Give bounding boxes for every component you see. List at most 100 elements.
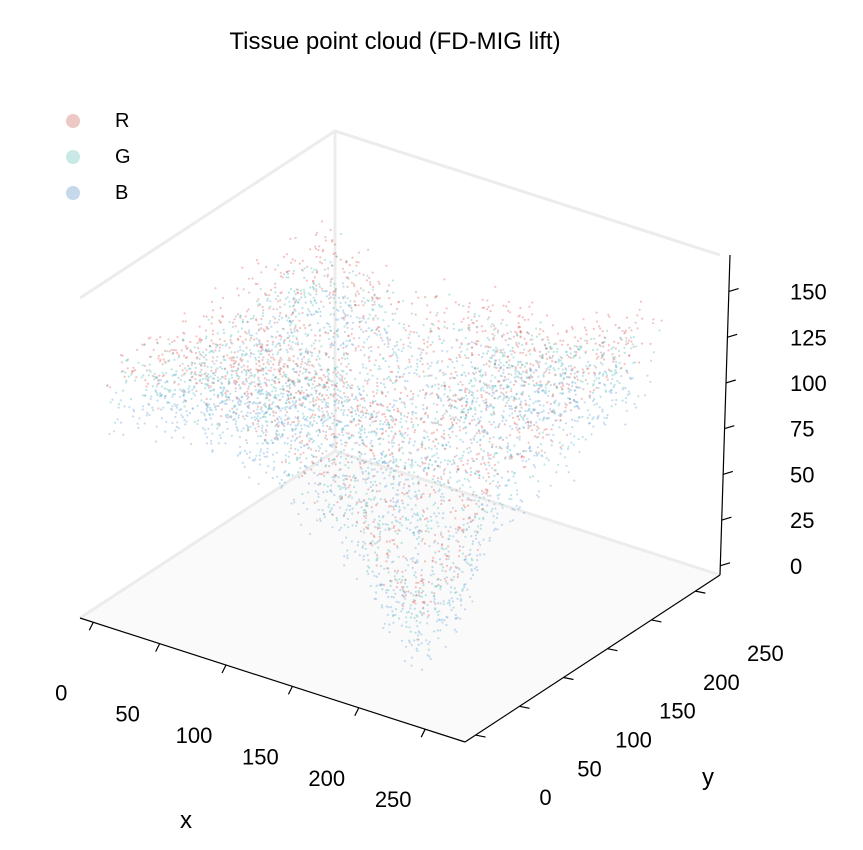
point-r — [426, 362, 429, 365]
point-b — [419, 417, 422, 420]
point-r — [503, 375, 506, 379]
point-b — [351, 321, 355, 324]
point-r — [371, 303, 374, 307]
point-b — [491, 467, 494, 470]
point-b — [400, 524, 403, 527]
point-g — [277, 394, 280, 397]
point-r — [239, 335, 242, 338]
point-b — [184, 390, 187, 394]
point-g — [471, 385, 474, 388]
point-r — [371, 416, 374, 419]
point-g — [451, 426, 454, 429]
point-r — [298, 380, 302, 383]
point-b — [371, 570, 374, 573]
point-g — [288, 320, 291, 323]
point-b — [508, 407, 511, 410]
point-r — [220, 408, 223, 411]
point-g — [513, 376, 516, 379]
point-b — [428, 655, 431, 658]
point-g — [378, 365, 381, 368]
point-b — [172, 393, 175, 396]
point-b — [381, 339, 384, 342]
point-r — [219, 306, 222, 310]
point-b — [439, 369, 442, 372]
point-g — [232, 410, 235, 413]
point-r — [149, 336, 152, 339]
point-r — [471, 457, 474, 460]
point-g — [491, 507, 494, 510]
point-r — [176, 351, 179, 355]
point-b — [470, 361, 473, 364]
point-g — [246, 360, 249, 363]
point-g — [405, 518, 408, 521]
point-g — [169, 389, 172, 392]
point-r — [574, 336, 577, 339]
point-g — [417, 514, 420, 517]
point-r — [480, 462, 483, 466]
point-g — [226, 396, 229, 399]
point-b — [463, 559, 466, 562]
point-b — [344, 395, 347, 398]
point-b — [424, 466, 427, 470]
point-g — [315, 311, 318, 314]
point-g — [350, 540, 353, 543]
point-g — [358, 427, 361, 430]
point-g — [547, 350, 550, 354]
point-g — [541, 354, 545, 357]
point-g — [192, 392, 195, 395]
point-g — [561, 368, 564, 371]
point-b — [345, 321, 348, 324]
point-b — [336, 335, 339, 338]
point-g — [623, 351, 626, 354]
point-b — [593, 374, 596, 377]
point-r — [485, 398, 488, 401]
point-r — [440, 499, 443, 502]
point-g — [421, 460, 424, 464]
point-g — [493, 397, 496, 400]
point-b — [474, 412, 477, 416]
point-b — [481, 386, 484, 389]
point-g — [281, 484, 284, 487]
point-r — [477, 452, 480, 455]
point-r — [510, 390, 513, 393]
point-g — [289, 444, 293, 447]
point-g — [346, 297, 349, 300]
point-b — [263, 455, 266, 458]
point-g — [198, 350, 201, 354]
point-r — [278, 370, 281, 373]
point-b — [246, 415, 249, 418]
point-b — [436, 542, 440, 545]
point-g — [473, 313, 476, 316]
point-b — [628, 376, 632, 379]
point-b — [507, 445, 510, 448]
point-g — [229, 335, 232, 338]
point-g — [340, 450, 343, 453]
point-r — [334, 480, 337, 483]
point-g — [245, 352, 248, 355]
point-g — [240, 430, 243, 433]
point-g — [455, 539, 458, 542]
point-b — [199, 392, 203, 396]
point-g — [542, 373, 545, 376]
point-r — [197, 347, 200, 350]
point-g — [614, 365, 618, 368]
point-r — [476, 548, 479, 552]
point-g — [287, 400, 290, 403]
point-r — [565, 329, 568, 332]
point-g — [395, 464, 398, 467]
point-b — [400, 639, 404, 642]
point-r — [401, 499, 404, 502]
point-r — [477, 430, 480, 433]
point-b — [519, 402, 522, 405]
point-g — [439, 531, 443, 534]
point-g — [497, 424, 500, 427]
point-g — [299, 289, 302, 292]
point-r — [443, 311, 446, 314]
point-r — [491, 443, 494, 446]
point-b — [540, 385, 543, 388]
point-b — [401, 594, 404, 597]
point-r — [436, 403, 439, 406]
point-g — [265, 294, 268, 297]
point-r — [243, 392, 246, 395]
point-r — [384, 415, 387, 418]
